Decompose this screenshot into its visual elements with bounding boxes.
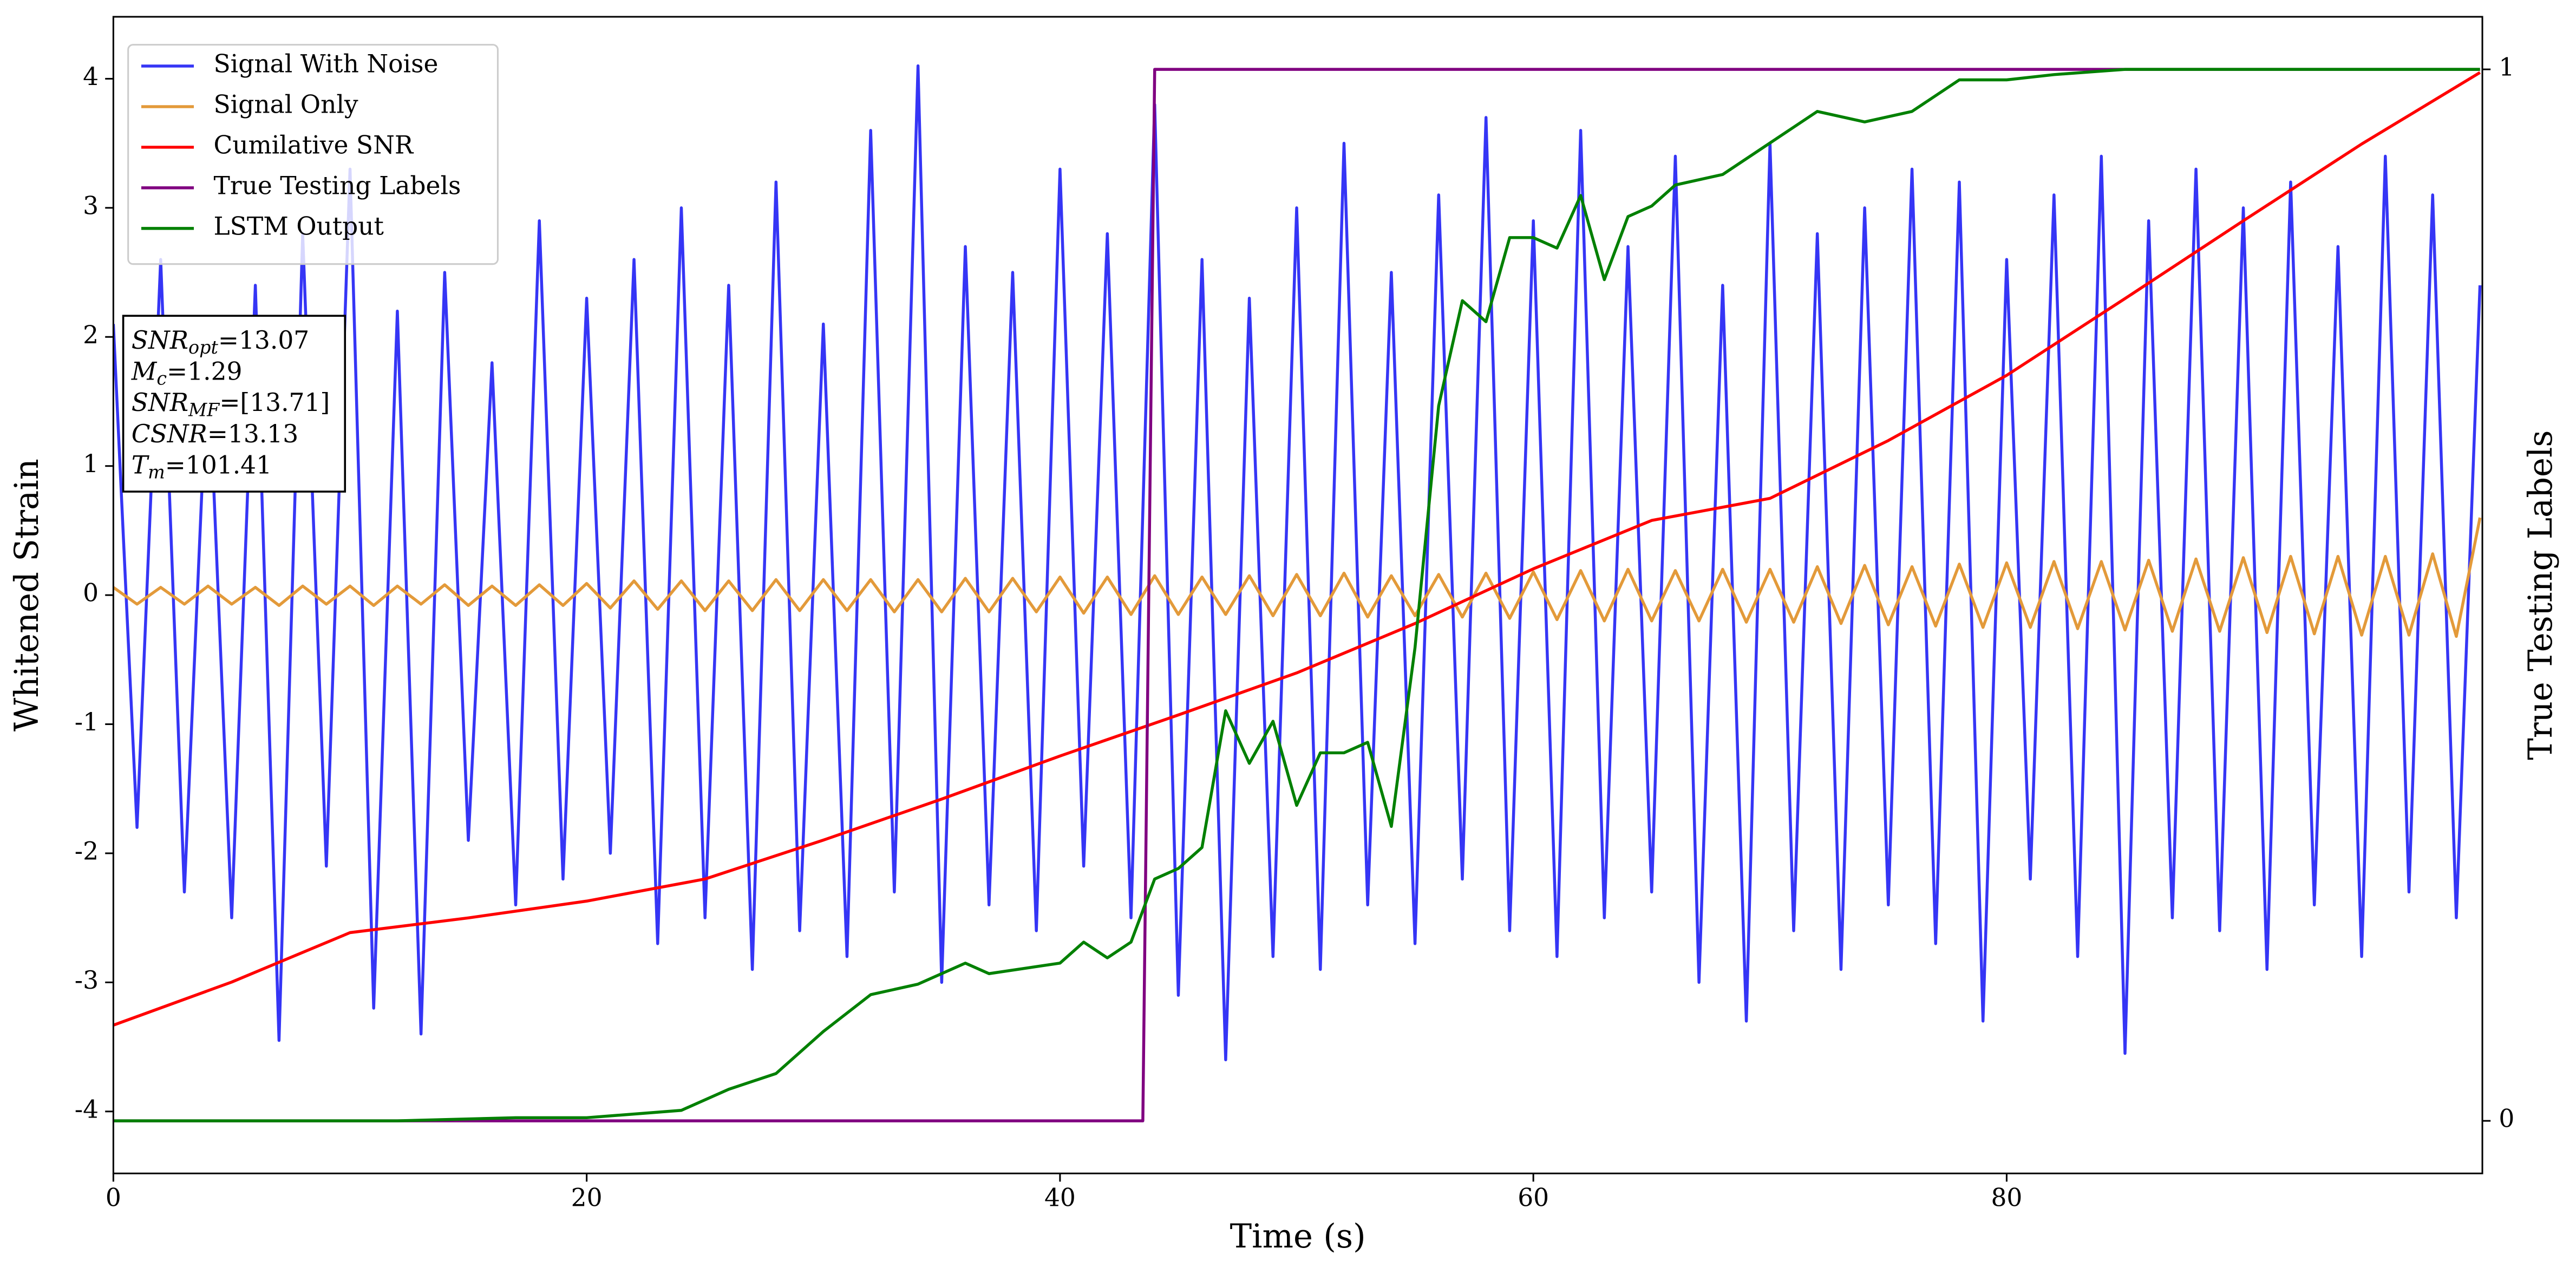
x-tick-label: 80 [1991, 1183, 2022, 1212]
y-tick-label: 4 [83, 62, 99, 91]
annotation-base: CSNR [132, 419, 207, 448]
annotation-line: SNRopt=13.07 [132, 325, 310, 358]
x-tick-label: 40 [1044, 1183, 1076, 1212]
y2-tick-label: 1 [2499, 53, 2514, 82]
y-tick-label: 1 [83, 449, 99, 478]
annotation-value: =[13.71] [219, 388, 330, 417]
annotation-base: M [131, 357, 158, 386]
annotation-box [122, 315, 346, 493]
series-line [113, 71, 2481, 1027]
series-line [113, 64, 2482, 1062]
annotation-base: SNR [132, 325, 188, 354]
y2-tick-label: 0 [2499, 1105, 2514, 1133]
y-tick-label: 3 [83, 191, 99, 220]
annotation-line: Tm=101.41 [132, 450, 272, 483]
y-tick-label: 2 [83, 321, 99, 349]
legend-box [127, 44, 499, 265]
x-tick-label: 20 [571, 1183, 603, 1212]
annotation-sub: c [156, 368, 167, 389]
legend-label: Signal With Noise [213, 50, 438, 79]
series-line [113, 68, 2480, 1122]
y-tick-label: -3 [75, 966, 99, 995]
y-tick-label: 0 [83, 579, 99, 607]
x-axis-label: Time (s) [1230, 1218, 1366, 1256]
series-line [113, 68, 2480, 1122]
annotation-value: =1.29 [167, 357, 242, 386]
legend-label: Signal Only [213, 90, 358, 119]
x-tick-label: 60 [1518, 1183, 1549, 1212]
y-tick-label: -1 [75, 708, 99, 736]
y-tick-label: -2 [75, 837, 99, 865]
annotation-line: CSNR=13.13 [132, 419, 298, 448]
y2-axis-label: True Testing Labels [2522, 430, 2560, 760]
annotation-base: T [132, 450, 150, 479]
legend-label: LSTM Output [213, 212, 383, 240]
legend-label: Cumilative SNR [213, 130, 414, 159]
annotation-line: SNRMF=[13.71] [132, 388, 330, 421]
annotation-value: =13.07 [218, 325, 309, 354]
annotation-value: =101.41 [165, 450, 272, 479]
annotation-sub: m [148, 462, 165, 483]
annotation-sub: MF [188, 399, 220, 420]
legend-label: True Testing Labels [213, 171, 461, 200]
y-tick-label: -4 [75, 1095, 99, 1123]
annotation-line: Mc=1.29 [131, 357, 243, 389]
annotation-value: =13.13 [207, 419, 298, 448]
x-tick-label: 0 [106, 1183, 121, 1212]
annotation-base: SNR [132, 388, 188, 417]
y-axis-label: Whitened Strain [8, 459, 46, 731]
annotation-sub: opt [188, 337, 218, 358]
series-line [113, 517, 2482, 638]
